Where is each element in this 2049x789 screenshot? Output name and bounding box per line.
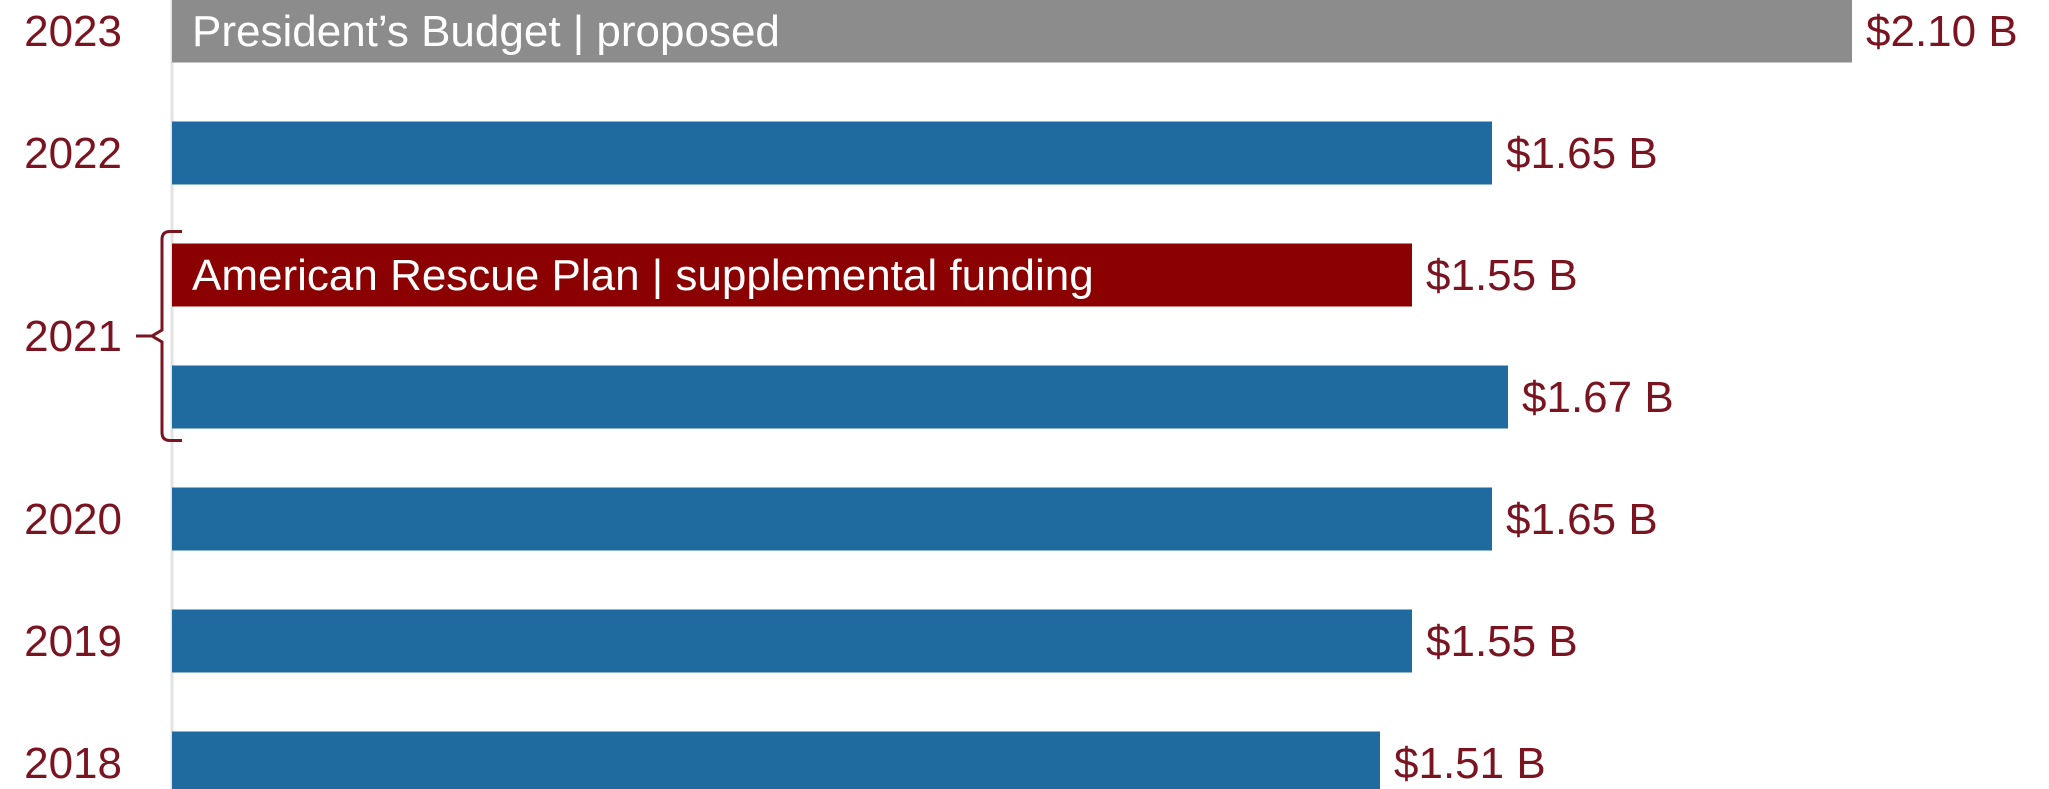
year-label: 2018 xyxy=(24,739,122,788)
bar-regular xyxy=(172,731,1380,789)
bar-proposed xyxy=(172,0,1852,63)
year-label: 2020 xyxy=(24,495,122,544)
bar-regular xyxy=(172,365,1508,429)
bar-value-label: $1.65 B xyxy=(1506,129,1658,178)
bar-inner-label: President’s Budget | proposed xyxy=(192,7,780,56)
bar-value-label: $1.67 B xyxy=(1522,373,1674,422)
year-label: 2023 xyxy=(24,7,122,56)
bar-regular xyxy=(172,609,1412,673)
bar-regular xyxy=(172,121,1492,185)
group-year-label: 2021 xyxy=(24,312,122,361)
bars xyxy=(172,0,1852,789)
year-label: 2019 xyxy=(24,617,122,666)
bar-regular xyxy=(172,487,1492,551)
labels: President’s Budget | proposed $2.10 B 2023… xyxy=(24,7,2018,788)
bar-value-label: $1.55 B xyxy=(1426,251,1578,300)
bar-value-label: $1.55 B xyxy=(1426,617,1578,666)
year-label: 2022 xyxy=(24,129,122,178)
bar-inner-label: American Rescue Plan | supplemental fund… xyxy=(192,251,1094,300)
bar-value-label: $2.10 B xyxy=(1866,7,2018,56)
bar-value-label: $1.51 B xyxy=(1394,739,1546,788)
bar-value-label: $1.65 B xyxy=(1506,495,1658,544)
bar-supplemental xyxy=(172,243,1412,307)
